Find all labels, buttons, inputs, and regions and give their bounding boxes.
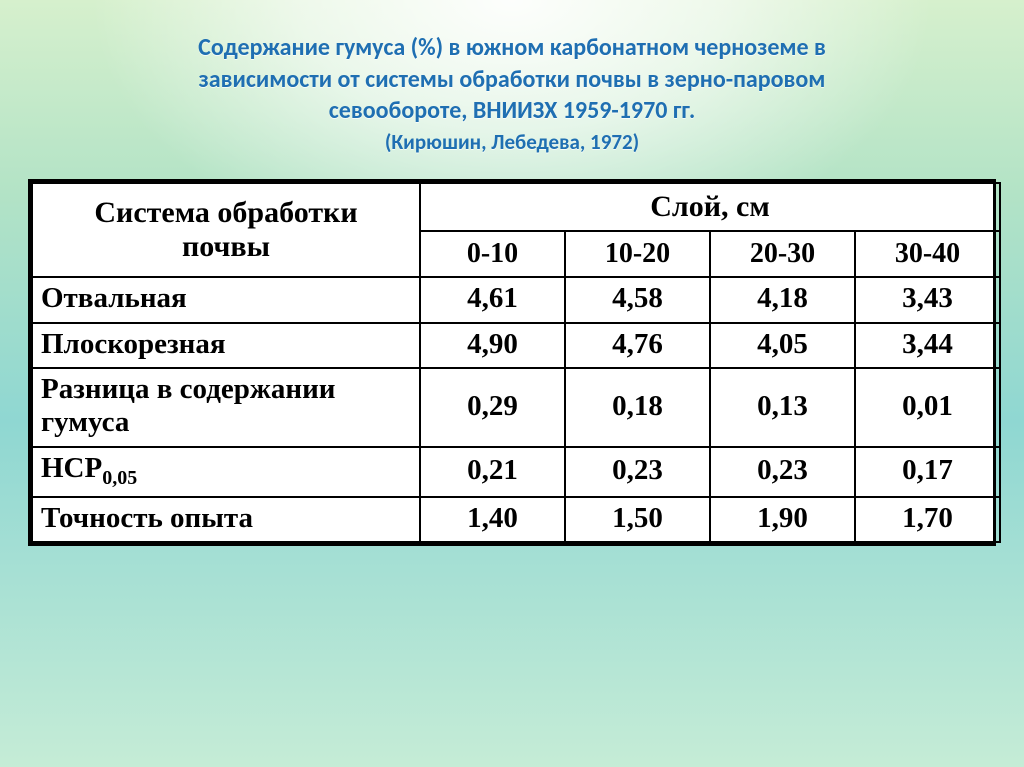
cell: 0,21	[420, 447, 565, 497]
title-line-4: (Кирюшин, Лебедева, 1972)	[72, 129, 952, 157]
cell: 4,90	[420, 323, 565, 368]
table-row: Разница в содержании гумуса 0,29 0,18 0,…	[32, 368, 1000, 447]
row-header: Система обработки почвы	[32, 183, 420, 278]
cell: 4,58	[565, 277, 710, 322]
cell: 1,50	[565, 497, 710, 542]
cell: 0,23	[710, 447, 855, 497]
col-0: 0-10	[420, 231, 565, 277]
cell: 3,44	[855, 323, 1000, 368]
col-3: 30-40	[855, 231, 1000, 277]
row-label: Плоскорезная	[32, 323, 420, 368]
cell: 0,18	[565, 368, 710, 447]
cell: 4,18	[710, 277, 855, 322]
table-row: Плоскорезная 4,90 4,76 4,05 3,44	[32, 323, 1000, 368]
cell: 1,40	[420, 497, 565, 542]
title-line-1: Содержание гумуса (%) в южном карбонатно…	[198, 33, 826, 62]
table-row: Отвальная 4,61 4,58 4,18 3,43	[32, 277, 1000, 322]
layer-header: Слой, см	[420, 183, 1000, 232]
row-header-line1: Система обработки	[94, 196, 357, 229]
col-1: 10-20	[565, 231, 710, 277]
cell: 0,23	[565, 447, 710, 497]
cell: 0,29	[420, 368, 565, 447]
cell: 4,61	[420, 277, 565, 322]
row-label: Отвальная	[32, 277, 420, 322]
slide-title: Содержание гумуса (%) в южном карбонатно…	[72, 32, 952, 157]
row-header-line2: почвы	[182, 230, 270, 263]
title-line-3: севообороте, ВНИИЗХ 1959-1970 гг.	[329, 96, 695, 125]
table-row: Точность опыта 1,40 1,50 1,90 1,70	[32, 497, 1000, 542]
slide: Содержание гумуса (%) в южном карбонатно…	[0, 0, 1024, 767]
cell: 0,13	[710, 368, 855, 447]
data-table-container: Система обработки почвы Слой, см 0-10 10…	[28, 179, 996, 546]
header-row-1: Система обработки почвы Слой, см	[32, 183, 1000, 232]
cell: 1,70	[855, 497, 1000, 542]
cell: 1,90	[710, 497, 855, 542]
row-label: НСР0,05	[32, 447, 420, 497]
cell: 3,43	[855, 277, 1000, 322]
row-label: Разница в содержании гумуса	[32, 368, 420, 447]
row-label: Точность опыта	[32, 497, 420, 542]
cell: 4,05	[710, 323, 855, 368]
cell: 0,01	[855, 368, 1000, 447]
col-2: 20-30	[710, 231, 855, 277]
humus-table: Система обработки почвы Слой, см 0-10 10…	[31, 182, 1001, 543]
cell: 4,76	[565, 323, 710, 368]
cell: 0,17	[855, 447, 1000, 497]
table-row: НСР0,05 0,21 0,23 0,23 0,17	[32, 447, 1000, 497]
title-line-2: зависимости от системы обработки почвы в…	[199, 65, 826, 94]
table-body: Отвальная 4,61 4,58 4,18 3,43 Плоскорезн…	[32, 277, 1000, 542]
